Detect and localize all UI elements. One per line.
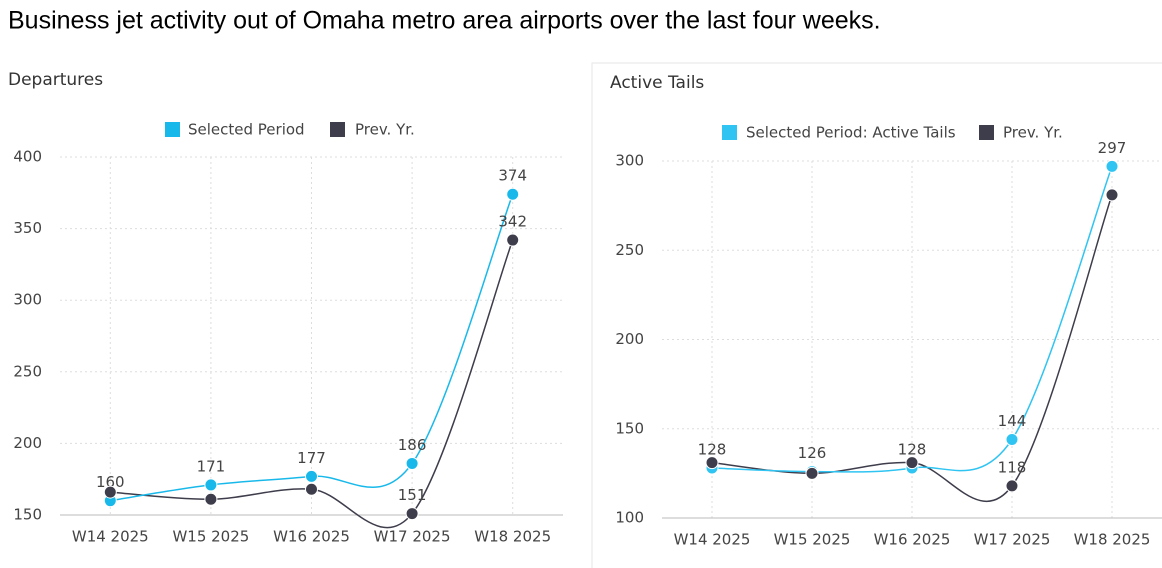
legend-swatch bbox=[330, 122, 345, 137]
legend-label: Prev. Yr. bbox=[355, 121, 415, 139]
y-tick-label: 350 bbox=[13, 219, 42, 237]
panel-title: Departures bbox=[8, 70, 103, 90]
y-tick-label: 150 bbox=[13, 506, 42, 524]
data-label: 171 bbox=[197, 457, 226, 475]
data-point bbox=[506, 233, 520, 247]
data-point bbox=[1005, 432, 1019, 446]
data-point bbox=[305, 469, 318, 483]
data-label: 342 bbox=[498, 213, 527, 231]
y-tick-label: 250 bbox=[615, 241, 644, 259]
panel-title: Active Tails bbox=[610, 73, 704, 93]
legend-swatch bbox=[979, 125, 994, 140]
legend-label: Selected Period: Active Tails bbox=[746, 124, 956, 142]
series-line bbox=[110, 239, 514, 529]
series-line bbox=[110, 193, 514, 502]
data-point bbox=[1105, 159, 1119, 173]
legend-swatch bbox=[722, 125, 737, 140]
data-label: 128 bbox=[698, 441, 727, 459]
series-line bbox=[711, 194, 1113, 503]
data-point bbox=[705, 456, 719, 470]
data-point bbox=[1105, 188, 1119, 202]
data-label: 128 bbox=[898, 441, 927, 459]
data-label: 186 bbox=[398, 436, 427, 454]
y-tick-label: 100 bbox=[615, 509, 644, 527]
data-point bbox=[204, 492, 218, 506]
x-tick-label: W14 2025 bbox=[674, 531, 751, 549]
y-tick-label: 200 bbox=[13, 434, 42, 452]
data-point bbox=[204, 478, 218, 492]
x-tick-label: W17 2025 bbox=[974, 531, 1051, 549]
data-point bbox=[1005, 479, 1019, 493]
legend-label: Prev. Yr. bbox=[1003, 124, 1063, 142]
panel-border bbox=[591, 62, 1162, 568]
data-point bbox=[305, 482, 318, 496]
y-tick-label: 400 bbox=[13, 148, 42, 166]
data-point bbox=[103, 485, 117, 499]
data-label: 126 bbox=[798, 444, 827, 462]
data-label: 144 bbox=[998, 412, 1027, 430]
data-label: 177 bbox=[297, 449, 326, 467]
x-tick-label: W15 2025 bbox=[774, 531, 851, 549]
x-tick-label: W14 2025 bbox=[72, 528, 149, 546]
y-tick-label: 150 bbox=[615, 419, 644, 437]
data-point bbox=[405, 456, 419, 470]
y-tick-label: 250 bbox=[13, 362, 42, 380]
data-label: 160 bbox=[96, 473, 125, 491]
data-label: 151 bbox=[398, 486, 427, 504]
data-label: 297 bbox=[1098, 139, 1127, 157]
x-tick-label: W17 2025 bbox=[374, 528, 451, 546]
legend-swatch bbox=[165, 122, 180, 137]
data-label: 374 bbox=[498, 167, 527, 185]
x-tick-label: W15 2025 bbox=[172, 528, 249, 546]
y-tick-label: 300 bbox=[13, 291, 42, 309]
y-tick-label: 300 bbox=[615, 152, 644, 170]
data-point bbox=[905, 456, 919, 470]
data-point bbox=[506, 187, 520, 201]
page-title: Business jet activity out of Omaha metro… bbox=[8, 7, 881, 35]
x-tick-label: W18 2025 bbox=[474, 528, 551, 546]
legend-label: Selected Period bbox=[188, 121, 305, 139]
y-tick-label: 200 bbox=[615, 330, 644, 348]
x-tick-label: W16 2025 bbox=[273, 528, 350, 546]
x-tick-label: W16 2025 bbox=[874, 531, 951, 549]
x-tick-label: W18 2025 bbox=[1074, 531, 1151, 549]
data-point bbox=[805, 466, 819, 480]
series-line bbox=[711, 166, 1113, 473]
data-point bbox=[405, 507, 419, 521]
data-label: 118 bbox=[998, 458, 1027, 476]
